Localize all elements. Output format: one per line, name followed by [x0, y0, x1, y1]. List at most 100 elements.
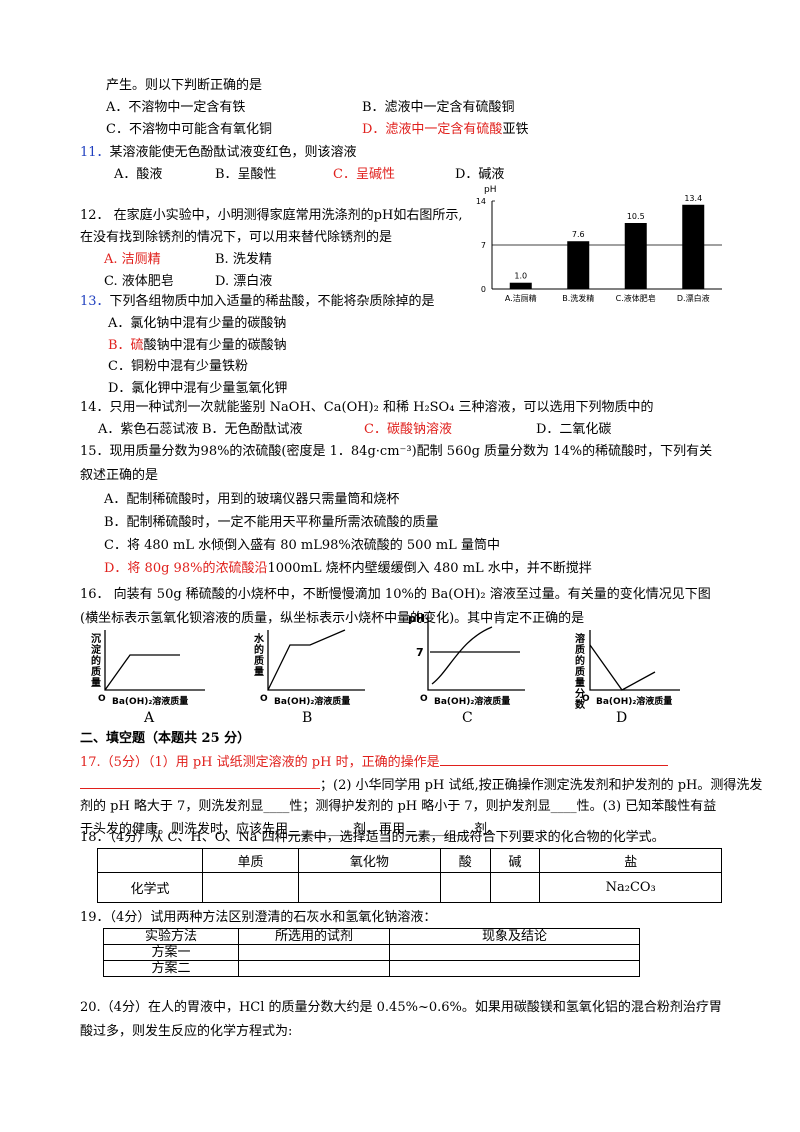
origin: O	[98, 694, 106, 704]
text: 产生。则以下判断正确的是	[106, 78, 263, 93]
option: A．酸液	[114, 167, 163, 182]
option: B．无色酚酞试液	[202, 422, 303, 437]
text: ；(2) 小华同学用 pH 试纸,按正确操作测定洗发剂和护发剂的 pH。测得洗发	[320, 778, 763, 793]
option: B. 洗发精	[215, 252, 272, 267]
number: 13．	[80, 294, 110, 309]
section-title: 二、填空题（本题共 25 分）	[80, 731, 251, 746]
text: 14．只用一种试剂一次就能鉴别 NaOH、Ca(OH)₂ 和稀 H₂SO₄ 三种…	[80, 400, 654, 415]
option: D．滤液中一定含有硫酸亚铁	[362, 122, 528, 138]
axis-label: 溶质的质量分数	[575, 634, 585, 711]
option: C．不溶物中可能含有氧化铜	[106, 122, 272, 137]
cell: 现象及结论	[389, 928, 640, 945]
value-label: 13.4	[684, 194, 702, 203]
answer: B．硫	[108, 338, 144, 353]
blank	[80, 776, 320, 789]
table: 实验方法 所选用的试剂 现象及结论 方案一 方案二	[103, 928, 640, 977]
graph-letter: D	[616, 710, 628, 726]
table: 单质 氧化物酸碱盐 化学式 Na₂CO₃	[97, 848, 722, 903]
cell: 所选用的试剂	[238, 928, 390, 945]
option: C. 液体肥皂	[104, 274, 174, 289]
option: A. 洁厕精	[104, 252, 161, 267]
axis-label: Ba(OH)₂溶液质量	[596, 697, 673, 707]
origin: O	[420, 694, 428, 704]
bar	[624, 223, 647, 289]
text: 17.（5分）（1）用 pH 试纸测定溶液的 pH 时，正确的操作是	[80, 755, 440, 770]
answer: D．滤液中一定含有硫酸	[362, 122, 503, 137]
axis-label: Ba(OH)₂溶液质量	[274, 697, 351, 707]
origin: O	[260, 694, 268, 704]
cell: 单质	[202, 848, 299, 873]
graph-letter: A	[144, 710, 155, 726]
cell	[389, 944, 640, 961]
cell: 盐	[539, 848, 722, 873]
axis-label: 水的质量	[254, 634, 264, 678]
x-tick-label: A.洁厕精	[505, 293, 537, 303]
cell: 化学式	[97, 872, 203, 903]
text: 20.（4分）在人的胃液中，HCl 的质量分数大约是 0.45%~0.6%。如果…	[80, 1000, 722, 1015]
axis-label: Ba(OH)₂溶液质量	[112, 697, 189, 707]
question: 13．下列各组物质中加入适量的稀盐酸，不能将杂质除掉的是	[80, 294, 435, 310]
text: 剂的 pH 略大于 7，则洗发剂显____性；测得护发剂的 pH 略小于 7，则…	[80, 799, 717, 814]
text: 酸过多，则发生反应的化学方程式为:	[80, 1024, 293, 1039]
option: D．将 80g 98%的浓硫酸沿1000mL 烧杯内壁缓缓倒入 480 mL 水…	[104, 561, 592, 577]
option: D．碱液	[455, 167, 505, 182]
text: 18．（4分）从 C、H、O、Na 四种元素中，选择适当的元素，组成符合下列要求…	[80, 830, 665, 845]
option: B．滤液中一定含有硫酸铜	[362, 100, 515, 115]
axis-label: pH	[484, 185, 497, 195]
option: D．二氧化碳	[536, 422, 612, 437]
text: 15．现用质量分数为98%的浓硫酸(密度是 1．84g·cm⁻³)配制 560g…	[80, 444, 713, 459]
option: C．铜粉中混有少量铁粉	[108, 359, 248, 374]
x-tick-label: D.漂白液	[677, 293, 710, 303]
axis-label: 沉淀的质量	[91, 634, 101, 689]
cell	[489, 872, 541, 903]
cell	[439, 872, 491, 903]
text: 酸钠中混有少量的碳酸钠	[143, 338, 287, 353]
text: 在没有找到除锈剂的情况下，可以用来替代除锈剂的是	[80, 230, 393, 245]
y-tick-label: 7	[481, 241, 486, 250]
cell	[297, 872, 441, 903]
option: C．将 480 mL 水倾倒入盛有 80 mL98%浓硫酸的 500 mL 量筒…	[104, 538, 500, 553]
question: 11．某溶液能使无色酚酞试液变红色，则该溶液	[80, 145, 357, 161]
option: D．氯化钾中混有少量氢氧化钾	[108, 381, 288, 396]
cell: 实验方法	[103, 928, 239, 945]
text: 叙述正确的是	[80, 468, 159, 483]
cell: 酸	[439, 848, 491, 873]
cell: 方案二	[103, 960, 239, 977]
option: B．呈酸性	[215, 167, 277, 182]
cell	[202, 872, 299, 903]
axis-label: pH	[408, 612, 426, 625]
bar	[567, 241, 590, 289]
x-tick-label: B.洗发精	[562, 293, 594, 303]
axis-mark: 7	[416, 646, 424, 659]
cell	[97, 848, 203, 873]
cell: 碱	[489, 848, 541, 873]
graph-letter: B	[302, 710, 313, 726]
option: A．紫色石蕊试液	[98, 422, 199, 437]
text: 某溶液能使无色酚酞试液变红色，则该溶液	[109, 145, 357, 160]
bar	[509, 282, 532, 289]
cell: 方案一	[103, 944, 239, 961]
number: 11．	[80, 145, 110, 160]
option: B．硫酸钠中混有少量的碳酸钠	[108, 338, 287, 354]
text: 16． 向装有 50g 稀硫酸的小烧杯中，不断慢慢滴加 10%的 Ba(OH)₂…	[80, 587, 711, 602]
option: C．碳酸钠溶液	[364, 422, 452, 437]
text: 亚铁	[502, 122, 529, 137]
value-label: 7.6	[572, 230, 585, 239]
cell	[238, 944, 390, 961]
text: 于头发的健康。则洗发时，应该先用__________剂，再用 _________…	[80, 822, 501, 837]
option: C．呈碱性	[333, 167, 395, 182]
blank	[439, 753, 668, 766]
option: A．配制稀硫酸时，用到的玻璃仪器只需量筒和烧杯	[104, 492, 400, 507]
text: 1000mL 烧杯内壁缓缓倒入 480 mL 水中，并不断搅拌	[267, 561, 592, 576]
question: 17.（5分）（1）用 pH 试纸测定溶液的 pH 时，正确的操作是	[80, 753, 668, 771]
cell: Na₂CO₃	[539, 872, 722, 903]
cell	[238, 960, 390, 977]
bar	[682, 204, 705, 289]
axis-label: Ba(OH)₂溶液质量	[434, 697, 511, 707]
cell	[389, 960, 640, 977]
text: (横坐标表示氢氧化钡溶液的质量，纵坐标表示小烧杯中量的变化)。其中肯定不正确的是	[80, 611, 585, 626]
graph-letter: C	[462, 710, 473, 726]
value-label: 1.0	[514, 272, 527, 281]
